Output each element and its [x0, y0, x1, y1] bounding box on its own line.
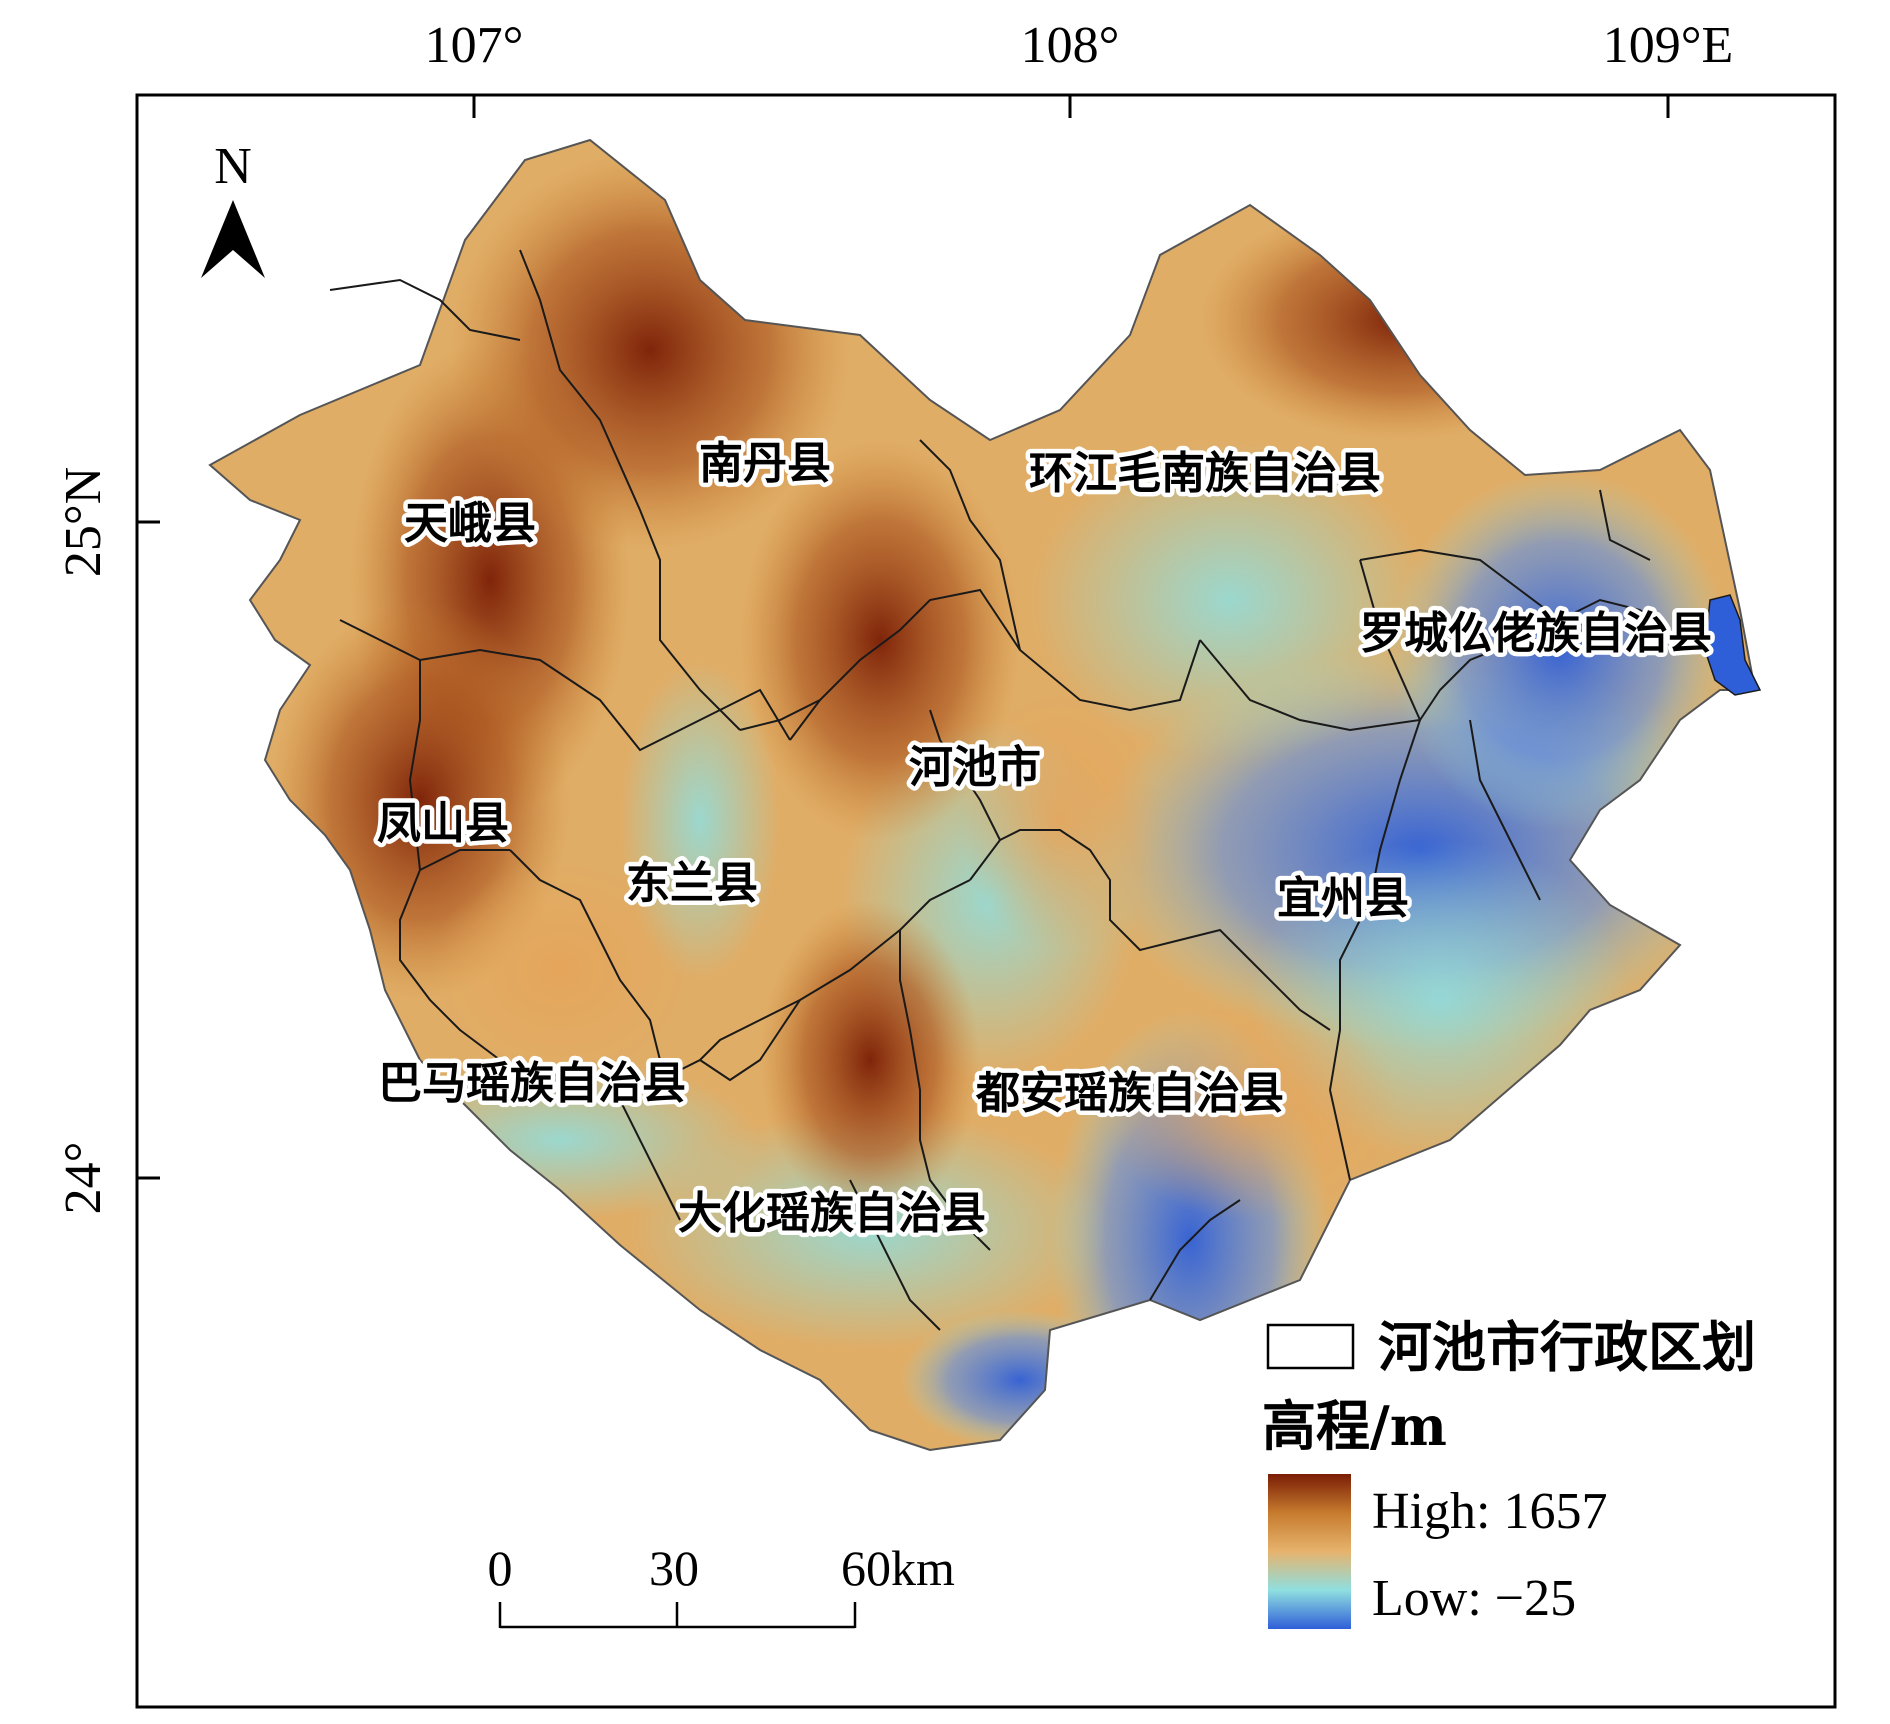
county-label-dahua: 大化瑶族自治县: [678, 1188, 986, 1239]
county-boundaries: [329, 249, 1681, 1331]
region-outline: [208, 138, 1757, 1452]
lake-feature: [1704, 594, 1762, 696]
legend: 河池市行政区划 高程/m High: 1657 Low: −25: [1262, 1315, 1756, 1629]
lat-label-25: 25°N: [55, 467, 112, 577]
county-label-nandan: 南丹县: [699, 438, 831, 489]
lat-label-24: 24°: [55, 1142, 112, 1215]
county-label-tiane: 天峨县: [404, 498, 536, 549]
scale-label-60km: 60km: [841, 1540, 955, 1596]
county-label-yizhou: 宜州县: [1277, 873, 1409, 924]
map-frame: [135, 93, 1837, 1709]
county-label-hechi: 河池市: [909, 742, 1041, 793]
county-label-bama: 巴马瑶族自治县: [378, 1058, 686, 1109]
lon-label-109: 109°E: [1603, 17, 1734, 74]
legend-elevation-ramp: [1268, 1474, 1351, 1629]
county-label-donglan: 东兰县: [626, 858, 758, 909]
latitude-ticks: 25°N 24°: [55, 467, 160, 1215]
legend-high-label: High: 1657: [1372, 1483, 1607, 1540]
legend-boundary-swatch: [1266, 1323, 1355, 1370]
scale-label-30: 30: [649, 1540, 699, 1596]
north-arrow: N: [201, 138, 265, 278]
county-label-luocheng: 罗城仫佬族自治县: [1360, 608, 1712, 659]
north-arrow-icon: [233, 200, 265, 278]
scale-label-0: 0: [488, 1540, 513, 1596]
lon-label-107: 107°: [425, 17, 524, 74]
county-label-huanjiang: 环江毛南族自治县: [1029, 448, 1381, 499]
legend-low-label: Low: −25: [1372, 1570, 1576, 1627]
longitude-ticks: 107° 108° 109°E: [425, 17, 1734, 118]
legend-elevation-title: 高程/m: [1262, 1394, 1447, 1458]
north-label: N: [214, 138, 252, 195]
county-label-fengshan: 凤山县: [377, 798, 509, 849]
county-labels: 天峨县 南丹县 环江毛南族自治县 罗城仫佬族自治县 河池市 凤山县 东兰县 宜州…: [373, 434, 1717, 1244]
lon-label-108: 108°: [1021, 17, 1120, 74]
county-label-duan: 都安瑶族自治县: [975, 1068, 1284, 1119]
scale-bar: 0 30 60km: [488, 1540, 955, 1629]
legend-boundary-label: 河池市行政区划: [1378, 1315, 1756, 1379]
